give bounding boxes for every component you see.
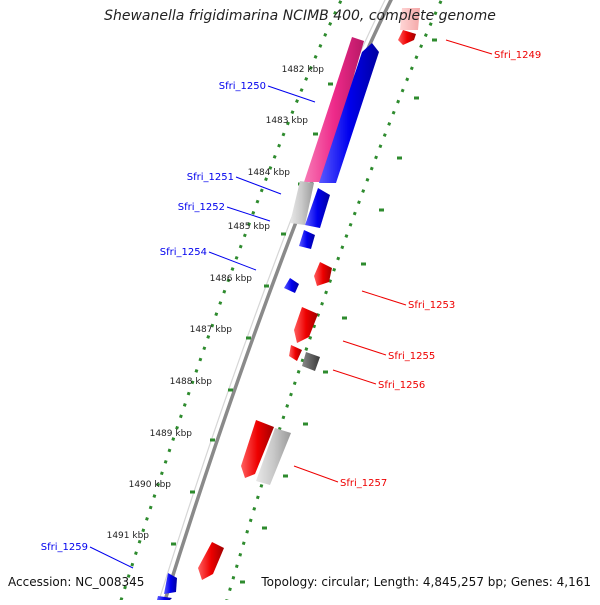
gene-feature-sfri-1255[interactable]: [289, 345, 302, 361]
gene-label-sfri-1254[interactable]: Sfri_1254: [160, 247, 207, 258]
gene-feature-sfri-1252[interactable]: [299, 230, 315, 249]
gene-label-sfri-1250[interactable]: Sfri_1250: [219, 81, 266, 92]
gene-feature-gray-2: [256, 428, 291, 485]
gene-label-sfri-1257[interactable]: Sfri_1257: [340, 478, 387, 489]
gene-feature-bottom-blue: [157, 596, 172, 600]
gene-label-sfri-1249[interactable]: Sfri_1249: [494, 50, 541, 61]
ruler-label: 1482 kbp: [282, 65, 325, 75]
gene-feature-sfri-1253[interactable]: [314, 262, 332, 286]
ruler-label: 1487 kbp: [190, 325, 233, 335]
gene-label-sfri-1259[interactable]: Sfri_1259: [41, 542, 88, 553]
gene-feature-pink-bar[interactable]: [304, 37, 364, 182]
gene-feature-red-3[interactable]: [198, 542, 224, 580]
gene-label-sfri-1256[interactable]: Sfri_1256: [378, 380, 425, 391]
gene-feature-gray-1: [290, 181, 314, 225]
ruler-label: 1483 kbp: [266, 116, 309, 126]
gene-feature-sfri-1256[interactable]: [302, 352, 320, 371]
gene-label-sfri-1251[interactable]: Sfri_1251: [187, 172, 234, 183]
gene-feature-sfri-1259[interactable]: [164, 573, 177, 594]
ruler-label: 1485 kbp: [228, 222, 271, 232]
ruler-label: 1490 kbp: [129, 480, 172, 490]
map-title: Shewanella frigidimarina NCIMB 400, comp…: [104, 8, 496, 24]
ruler-label: 1486 kbp: [210, 274, 253, 284]
topology-text: Topology: circular; Length: 4,845,257 bp…: [261, 575, 591, 589]
gene-label-sfri-1252[interactable]: Sfri_1252: [178, 202, 225, 213]
gene-feature-sfri-1249-extent: [400, 8, 420, 30]
ruler-labels: 1482 kbp 1483 kbp 1484 kbp 1485 kbp 1486…: [107, 65, 325, 541]
accession-text: Accession: NC_008345: [8, 575, 145, 589]
gene-feature-sfri-1251[interactable]: [305, 188, 330, 228]
ruler-label: 1484 kbp: [248, 168, 291, 178]
gene-feature-sfri-1254[interactable]: [284, 278, 299, 293]
ruler-major-ticks: [171, 38, 437, 584]
leader-lines: [89, 39, 493, 569]
ruler-label: 1491 kbp: [107, 531, 150, 541]
gene-feature-sfri-1257[interactable]: [241, 420, 274, 478]
gene-features: [157, 8, 420, 600]
gene-feature-sfri-1250[interactable]: [319, 43, 379, 183]
ruler-label: 1488 kbp: [170, 377, 213, 387]
gene-feature-sfri-1249[interactable]: [398, 30, 416, 45]
gene-feature-red-2[interactable]: [294, 307, 318, 343]
gene-label-sfri-1255[interactable]: Sfri_1255: [388, 351, 435, 362]
ruler-label: 1489 kbp: [150, 429, 193, 439]
gene-label-sfri-1253[interactable]: Sfri_1253: [408, 300, 455, 311]
gene-labels: Sfri_1249 Sfri_1250 Sfri_1251 Sfri_1252 …: [41, 50, 541, 553]
